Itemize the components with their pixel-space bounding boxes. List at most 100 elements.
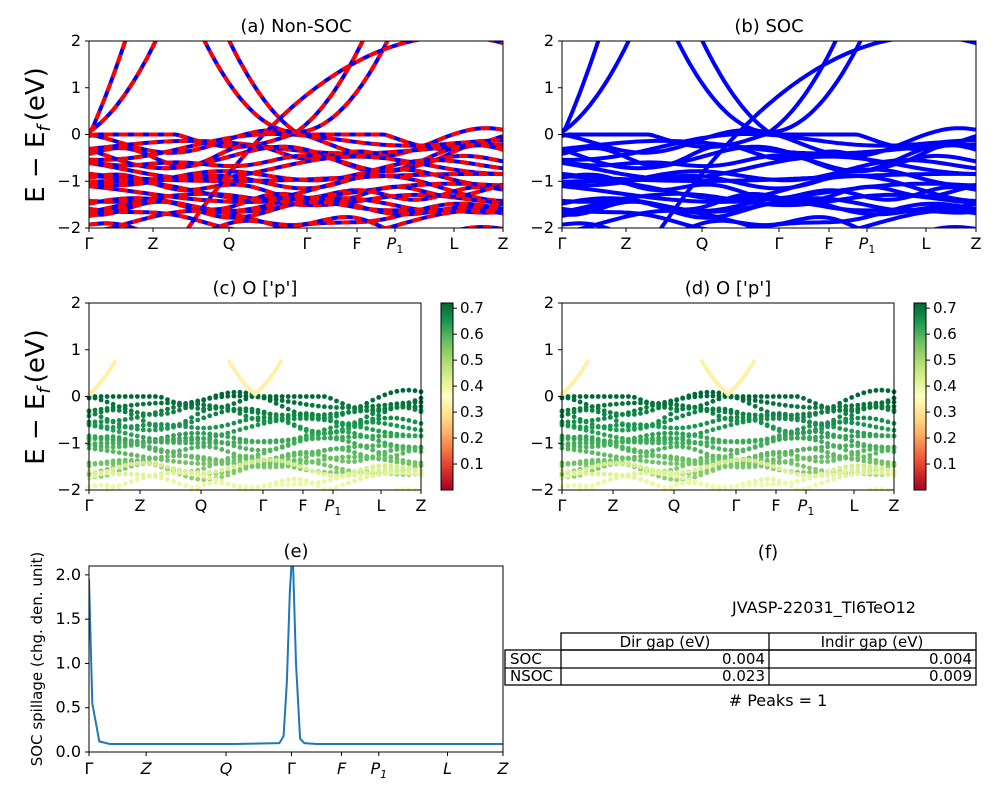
scatter-point bbox=[261, 409, 267, 415]
scatter-point bbox=[843, 411, 849, 417]
scatter-point bbox=[346, 454, 351, 460]
scatter-point bbox=[382, 415, 388, 421]
scatter-point bbox=[316, 470, 321, 476]
scatter-point bbox=[297, 394, 303, 399]
x-tick-label: Γ bbox=[732, 496, 741, 515]
scatter-point bbox=[698, 449, 704, 454]
scatter-point bbox=[873, 424, 879, 430]
scatter-point bbox=[147, 439, 152, 445]
scatter-point bbox=[704, 429, 710, 434]
scatter-point bbox=[165, 422, 170, 428]
scatter-point bbox=[110, 458, 116, 464]
scatter-point bbox=[782, 459, 788, 465]
y-tick-label: 1 bbox=[71, 78, 81, 97]
panel-a: (a) Non-SOC −2 −1 0 1 2 Γ Z Q Γ F P1 L Z bbox=[57, 16, 508, 256]
scatter-point bbox=[316, 403, 321, 409]
scatter-point bbox=[626, 462, 631, 467]
y-tick-label: −1 bbox=[57, 433, 81, 452]
scatter-point bbox=[692, 405, 698, 410]
scatter-point bbox=[728, 447, 734, 453]
scatter-point bbox=[746, 438, 752, 444]
scatter-point bbox=[261, 450, 267, 456]
scatter-point bbox=[801, 418, 806, 424]
scatter-point bbox=[177, 403, 182, 408]
axes-frame bbox=[88, 565, 504, 753]
scatter-point bbox=[334, 465, 339, 471]
scatter-point bbox=[650, 448, 655, 454]
scatter-point bbox=[801, 435, 806, 441]
scatter-point bbox=[819, 439, 824, 444]
x-tick-label: Γ bbox=[287, 759, 296, 778]
scatter-point bbox=[716, 484, 722, 490]
scatter-point bbox=[273, 461, 279, 467]
scatter-point bbox=[92, 423, 98, 429]
scatter-point bbox=[364, 443, 370, 449]
scatter-point bbox=[346, 410, 351, 415]
scatter-point bbox=[225, 472, 231, 478]
scatter-point bbox=[140, 401, 146, 407]
scatter-point bbox=[607, 472, 613, 477]
scatter-point bbox=[309, 411, 315, 417]
scatter-point bbox=[364, 426, 370, 431]
scatter-point bbox=[632, 400, 637, 406]
scatter-point bbox=[782, 411, 788, 417]
scatter-point bbox=[776, 451, 782, 456]
scatter-point bbox=[585, 359, 591, 364]
scatter-point bbox=[226, 359, 232, 364]
scatter-point bbox=[764, 476, 770, 482]
table-header-indir: Indir gap (eV) bbox=[821, 633, 924, 651]
scatter-point bbox=[334, 455, 339, 461]
scatter-point bbox=[565, 423, 571, 429]
scatter-point bbox=[782, 394, 788, 399]
scatter-point bbox=[116, 458, 122, 463]
scatter-point bbox=[662, 440, 667, 446]
scatter-point bbox=[382, 406, 388, 412]
scatter-point bbox=[734, 457, 740, 463]
scatter-point bbox=[837, 426, 843, 431]
colorbar-tick-label: 0.7 bbox=[460, 299, 484, 317]
scatter-point bbox=[92, 395, 98, 401]
scatter-point bbox=[400, 388, 406, 393]
scatter-point bbox=[758, 463, 764, 469]
x-tick-label: P1 bbox=[370, 759, 387, 781]
scatter-point bbox=[795, 471, 800, 477]
scatter-point bbox=[776, 481, 782, 487]
scatter-point bbox=[394, 443, 400, 449]
scatter-point bbox=[406, 471, 412, 476]
y-tick-label: −2 bbox=[57, 218, 81, 237]
scatter-point bbox=[346, 405, 351, 410]
scatter-point bbox=[328, 425, 333, 431]
scatter-point bbox=[776, 478, 782, 484]
scatter-point bbox=[770, 477, 776, 482]
scatter-point bbox=[831, 452, 836, 457]
scatter-point bbox=[201, 415, 207, 421]
scatter-point bbox=[879, 444, 885, 450]
scatter-point bbox=[92, 407, 98, 413]
scatter-point bbox=[843, 455, 849, 460]
scatter-point bbox=[789, 483, 794, 489]
scatter-point bbox=[764, 416, 770, 422]
scatter-point bbox=[595, 457, 601, 463]
scatter-point bbox=[231, 389, 237, 395]
x-tick-label: Γ bbox=[558, 234, 567, 253]
scatter-point bbox=[607, 410, 613, 415]
scatter-point bbox=[620, 473, 625, 479]
panel-d: (d) O ['p'] −2 −1 0 1 2 Γ Z Q Γ F P1 L Z 0.1 0.2 0.3 0.4 0… bbox=[530, 278, 956, 518]
scatter-point bbox=[674, 461, 680, 467]
scatter-point bbox=[849, 450, 855, 455]
scatter-point bbox=[261, 395, 267, 401]
scatter-point bbox=[243, 484, 249, 490]
scatter-point bbox=[752, 403, 758, 409]
band-line-dashed bbox=[89, 138, 503, 156]
scatter-point bbox=[249, 424, 255, 429]
scatter-point bbox=[807, 436, 812, 442]
scatter-point bbox=[686, 395, 692, 400]
scatter-point bbox=[674, 466, 680, 471]
scatter-point bbox=[819, 444, 824, 450]
scatter-point bbox=[201, 436, 207, 441]
scatter-point bbox=[303, 416, 309, 421]
scatter-point bbox=[394, 459, 400, 465]
scatter-point bbox=[668, 417, 674, 423]
scatter-point bbox=[577, 408, 583, 413]
scatter-point bbox=[189, 425, 195, 430]
